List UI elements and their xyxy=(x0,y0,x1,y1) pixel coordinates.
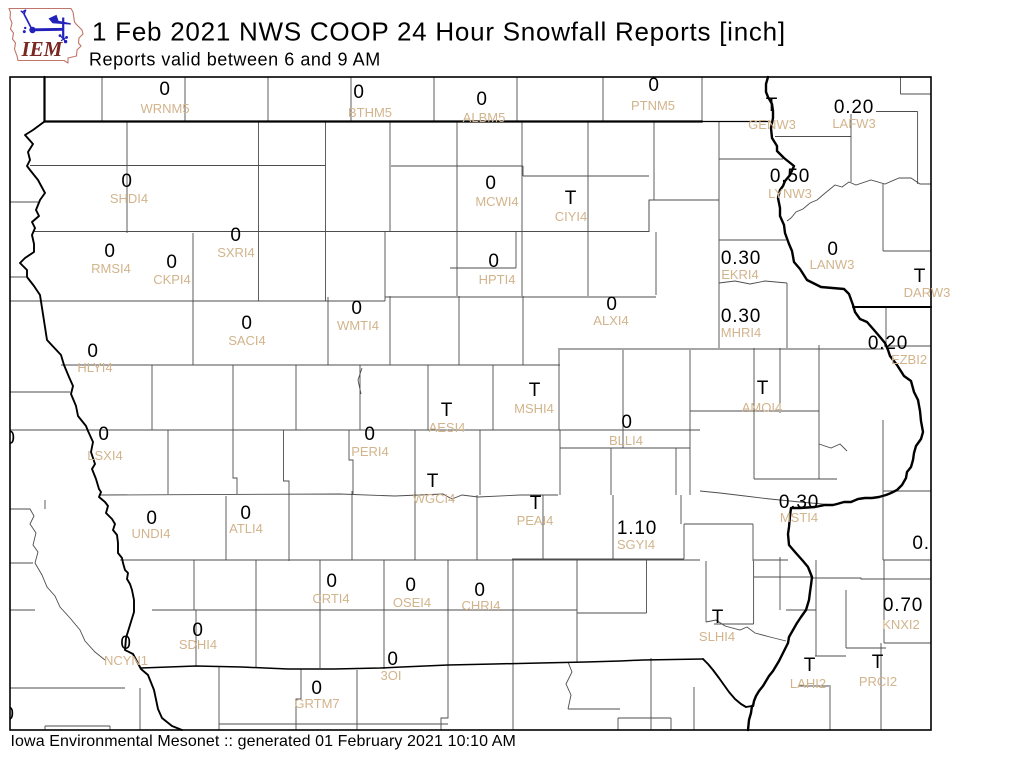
svg-text:ALXI4: ALXI4 xyxy=(593,313,628,328)
svg-text:KNXI2: KNXI2 xyxy=(882,617,920,632)
svg-text:LANW3: LANW3 xyxy=(810,257,855,272)
svg-text:MSTI4: MSTI4 xyxy=(780,510,818,525)
svg-text:ALBM5: ALBM5 xyxy=(463,110,506,125)
svg-text:RMSI4: RMSI4 xyxy=(91,261,131,276)
svg-text:HLYI4: HLYI4 xyxy=(77,360,112,375)
svg-text:0.20: 0.20 xyxy=(868,333,908,354)
svg-text:0: 0 xyxy=(240,503,251,524)
svg-text:0: 0 xyxy=(311,678,322,699)
svg-text:0: 0 xyxy=(364,424,375,445)
svg-text:0.70: 0.70 xyxy=(883,595,923,616)
svg-text:0: 0 xyxy=(159,79,170,100)
svg-text:T: T xyxy=(529,380,541,401)
svg-text:T: T xyxy=(565,188,577,209)
svg-text:0: 0 xyxy=(120,633,131,654)
svg-text:0: 0 xyxy=(351,298,362,319)
svg-text:0: 0 xyxy=(326,571,337,592)
svg-text:OSEI4: OSEI4 xyxy=(393,595,431,610)
svg-text:0: 0 xyxy=(648,75,659,96)
svg-text:IEM: IEM xyxy=(21,37,64,61)
svg-text:0: 0 xyxy=(4,428,15,449)
svg-text:0.20: 0.20 xyxy=(834,97,874,118)
svg-text:HPTI4: HPTI4 xyxy=(479,272,516,287)
svg-text:LSXI4: LSXI4 xyxy=(87,448,122,463)
svg-text:T: T xyxy=(530,493,542,514)
svg-text:1.10: 1.10 xyxy=(617,518,657,539)
svg-text:AESI4: AESI4 xyxy=(429,420,466,435)
svg-text:NCYN1: NCYN1 xyxy=(104,653,148,668)
svg-text:0: 0 xyxy=(476,89,487,110)
svg-text:Iowa Environmental Mesonet ::: Iowa Environmental Mesonet :: generated … xyxy=(11,733,516,750)
svg-text:CIYI4: CIYI4 xyxy=(555,209,588,224)
svg-text:CHRI4: CHRI4 xyxy=(461,598,500,613)
svg-text:LAHI2: LAHI2 xyxy=(790,676,826,691)
svg-text:0: 0 xyxy=(3,704,14,725)
svg-text:SGYI4: SGYI4 xyxy=(617,537,655,552)
svg-text:0: 0 xyxy=(166,252,177,273)
svg-text:T: T xyxy=(712,607,724,628)
svg-text:0: 0 xyxy=(230,225,241,246)
svg-text:0.30: 0.30 xyxy=(779,492,819,513)
svg-text:BTHM5: BTHM5 xyxy=(348,105,392,120)
svg-text:SHDI4: SHDI4 xyxy=(110,191,148,206)
svg-text:CKPI4: CKPI4 xyxy=(153,272,191,287)
svg-text:0: 0 xyxy=(121,171,132,192)
svg-text:0: 0 xyxy=(485,173,496,194)
svg-text:EZBI2: EZBI2 xyxy=(891,352,927,367)
svg-text:SLHI4: SLHI4 xyxy=(699,629,735,644)
svg-text:DARW3: DARW3 xyxy=(904,285,951,300)
svg-text:LYNW3: LYNW3 xyxy=(768,186,812,201)
svg-text:WGCI4: WGCI4 xyxy=(413,491,456,506)
svg-text:0: 0 xyxy=(98,424,109,445)
svg-text:0: 0 xyxy=(353,82,364,103)
svg-text:0: 0 xyxy=(606,294,617,315)
svg-text:T: T xyxy=(427,471,439,492)
svg-text:T: T xyxy=(914,266,926,287)
svg-text:PRCI2: PRCI2 xyxy=(859,674,897,689)
svg-text:T: T xyxy=(441,400,453,421)
svg-text:CRTI4: CRTI4 xyxy=(312,591,349,606)
svg-text:0.30: 0.30 xyxy=(721,306,761,327)
svg-text:T: T xyxy=(757,378,769,399)
svg-text:EKRI4: EKRI4 xyxy=(721,267,759,282)
svg-text:0.20: 0.20 xyxy=(912,533,952,554)
svg-text:ATLI4: ATLI4 xyxy=(229,521,263,536)
svg-text:0: 0 xyxy=(241,313,252,334)
svg-text:WRNM5: WRNM5 xyxy=(140,101,189,116)
svg-text:1 Feb 2021 NWS COOP 24 Hour Sn: 1 Feb 2021 NWS COOP 24 Hour Snowfall Rep… xyxy=(92,17,786,47)
svg-text:0: 0 xyxy=(474,580,485,601)
svg-text:3OI: 3OI xyxy=(381,668,402,683)
svg-text:GENW3: GENW3 xyxy=(748,117,796,132)
svg-text:0: 0 xyxy=(146,508,157,529)
svg-text:LAFW3: LAFW3 xyxy=(832,116,875,131)
svg-text:0.50: 0.50 xyxy=(770,166,810,187)
svg-text:PEAI4: PEAI4 xyxy=(517,513,554,528)
svg-text:0: 0 xyxy=(387,649,398,670)
svg-text:SDHI4: SDHI4 xyxy=(179,637,217,652)
svg-text:0: 0 xyxy=(488,251,499,272)
svg-text:SXRI4: SXRI4 xyxy=(217,245,255,260)
svg-text:AMOI4: AMOI4 xyxy=(742,400,782,415)
svg-text:T: T xyxy=(872,652,884,673)
svg-text:0.30: 0.30 xyxy=(721,248,761,269)
svg-text:PTNM5: PTNM5 xyxy=(631,98,675,113)
svg-text:0: 0 xyxy=(621,412,632,433)
svg-text:Reports valid between 6 and 9: Reports valid between 6 and 9 AM xyxy=(89,49,381,69)
svg-text:0: 0 xyxy=(405,575,416,596)
svg-text:MHRI4: MHRI4 xyxy=(721,325,761,340)
svg-text:0: 0 xyxy=(827,239,838,260)
svg-text:T: T xyxy=(804,655,816,676)
svg-text:GRTM7: GRTM7 xyxy=(294,696,339,711)
svg-text:0: 0 xyxy=(104,241,115,262)
svg-text:UNDI4: UNDI4 xyxy=(131,526,170,541)
svg-text:PERI4: PERI4 xyxy=(351,444,389,459)
svg-text:0: 0 xyxy=(87,341,98,362)
svg-text:MSHI4: MSHI4 xyxy=(514,401,554,416)
svg-text:BLLI4: BLLI4 xyxy=(609,433,643,448)
svg-text:MCWI4: MCWI4 xyxy=(475,194,518,209)
svg-text:SACI4: SACI4 xyxy=(228,333,266,348)
svg-text:0: 0 xyxy=(192,620,203,641)
svg-text:T: T xyxy=(766,95,778,116)
svg-text:WMTI4: WMTI4 xyxy=(337,318,379,333)
